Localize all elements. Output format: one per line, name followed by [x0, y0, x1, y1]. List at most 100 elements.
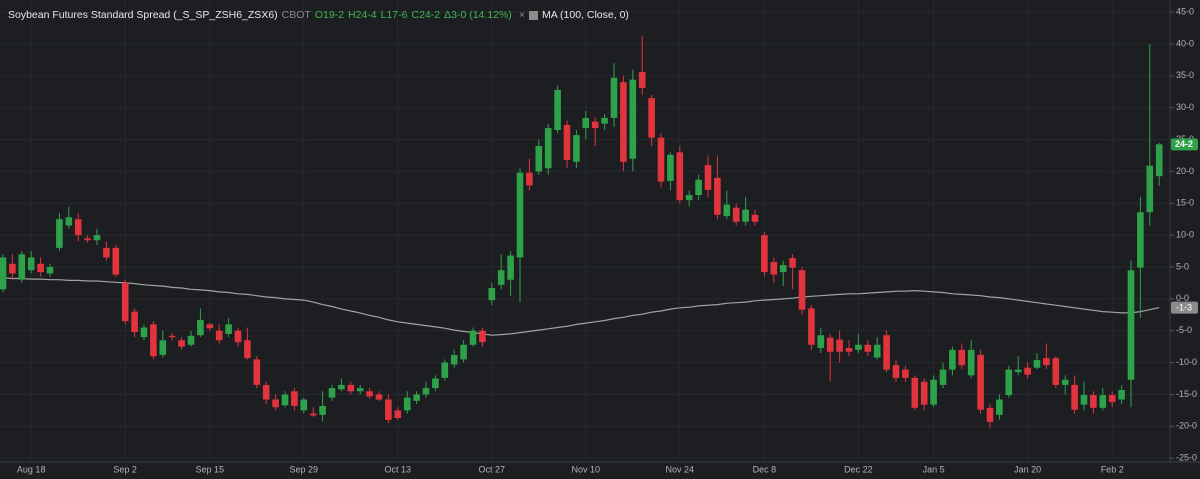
candle-body — [131, 311, 138, 333]
legend-header: Soybean Futures Standard Spread (_S_SP_Z… — [8, 9, 629, 21]
legend-swatch — [528, 10, 538, 20]
candle-body — [46, 267, 54, 274]
candle-body — [460, 344, 467, 360]
y-tick-label: -20-0 — [1176, 421, 1197, 431]
candle-body — [902, 369, 909, 378]
candle-body — [168, 335, 176, 338]
candle-body — [996, 399, 1003, 415]
candle-body — [620, 82, 627, 162]
candle-body — [704, 165, 712, 190]
candle-body — [56, 219, 63, 248]
last-price-badge — [1171, 138, 1198, 151]
candle-body — [347, 384, 355, 392]
candle-body — [9, 263, 16, 274]
candle-body — [685, 194, 693, 201]
chart-title: Soybean Futures Standard Spread (_S_SP_Z… — [8, 9, 278, 21]
candle-body — [403, 397, 411, 411]
candle-body — [648, 98, 655, 138]
candle-body — [140, 327, 148, 338]
candle-body — [958, 349, 966, 366]
candle-body — [770, 261, 778, 275]
candle-body — [610, 77, 618, 118]
candle-body — [300, 399, 308, 411]
candle-body — [1052, 358, 1060, 385]
y-tick-label: 40-0 — [1176, 38, 1194, 48]
candle-body — [845, 347, 853, 352]
candle-body — [864, 344, 872, 352]
ma-value-label: -1-3 — [1176, 303, 1192, 313]
candle-body — [497, 270, 505, 285]
candle-body — [385, 399, 392, 420]
y-tick-label: 45-0 — [1176, 6, 1194, 16]
candle-body — [1155, 144, 1163, 177]
candle-body — [422, 388, 430, 395]
candle-body — [779, 265, 787, 273]
candle-body — [112, 247, 120, 275]
candle-body — [197, 319, 204, 336]
candle-body — [855, 344, 862, 350]
candle-body — [629, 79, 637, 159]
candle-body — [159, 340, 167, 355]
candle-body — [789, 258, 796, 268]
candle-body — [432, 378, 439, 389]
exchange: CBOT — [281, 9, 311, 21]
candle-body — [469, 330, 477, 345]
x-tick-label: Aug 18 — [17, 464, 46, 474]
candle-body — [883, 335, 890, 370]
y-tick-label: -10-0 — [1176, 357, 1197, 367]
x-tick-label: Feb 2 — [1101, 464, 1124, 474]
readout-open: O19-2 — [314, 9, 345, 21]
remove-button[interactable]: × — [518, 9, 525, 21]
legend-entry: MA (100, Close, 0) — [541, 9, 629, 21]
candle-body — [638, 72, 646, 88]
candle-body — [394, 410, 402, 419]
candle-body — [657, 137, 665, 182]
candle-body — [27, 257, 35, 271]
candle-body — [836, 339, 843, 352]
candle-body — [479, 330, 486, 343]
candle-body — [1146, 165, 1154, 213]
candle-body — [18, 254, 26, 280]
candle-body — [526, 172, 533, 186]
candle-body — [84, 238, 91, 241]
candle-body — [516, 172, 524, 258]
x-tick-label: Oct 13 — [385, 464, 412, 474]
candle-body — [761, 235, 768, 273]
y-tick-label: -15-0 — [1176, 389, 1197, 399]
candle-body — [1118, 389, 1125, 400]
candle-body — [488, 288, 496, 301]
candle-body — [939, 369, 947, 385]
candle-body — [1099, 395, 1107, 408]
x-tick-label: Dec 22 — [844, 464, 873, 474]
y-tick-label: 10-0 — [1176, 230, 1194, 240]
candle-body — [291, 391, 298, 406]
candle-body — [178, 340, 185, 347]
candle-body — [356, 388, 364, 392]
candle-body — [977, 354, 984, 410]
ma-value-badge — [1171, 301, 1198, 314]
x-tick-label: Dec 8 — [753, 464, 777, 474]
x-tick-label: Nov 24 — [666, 464, 695, 474]
candle-body — [1014, 369, 1022, 373]
x-tick-label: Sep 29 — [290, 464, 319, 474]
readout-high: H24-4 — [348, 9, 377, 21]
candle-body — [1080, 395, 1088, 405]
candle-body — [253, 359, 261, 385]
readout-change: Δ3-0 (14.12%) — [444, 9, 512, 21]
readout-close: C24-2 — [411, 9, 441, 21]
y-tick-label: 35-0 — [1176, 70, 1194, 80]
candle-body — [554, 89, 561, 130]
candle-body — [667, 154, 674, 181]
candle-body — [986, 407, 994, 422]
candle-body — [582, 117, 590, 129]
candle-body — [450, 354, 458, 365]
candle-body — [74, 219, 82, 236]
candle-body — [751, 214, 759, 222]
y-tick-label: 0-0 — [1176, 293, 1189, 303]
candle-body — [65, 217, 73, 226]
candle-body — [262, 384, 270, 400]
candle-body — [808, 308, 815, 345]
